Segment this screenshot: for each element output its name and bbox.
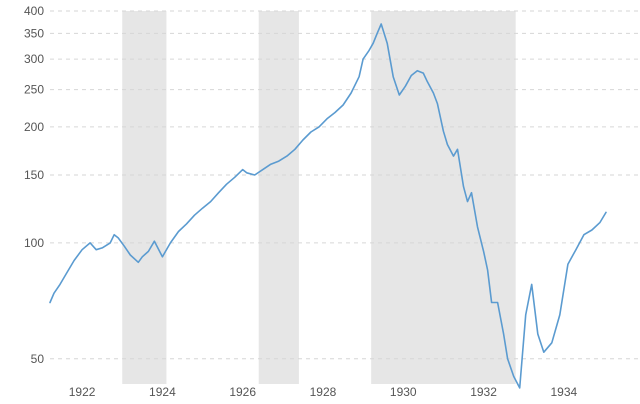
x-axis-tick-labels: 1922 1924 1926 1928 1930 1932 1934 (69, 385, 578, 399)
y-tick-label: 150 (24, 168, 44, 182)
x-tick-label: 1922 (69, 385, 96, 399)
recession-bands (122, 11, 516, 384)
x-tick-label: 1930 (390, 385, 417, 399)
y-tick-label: 200 (24, 120, 44, 134)
y-tick-label: 350 (24, 26, 44, 40)
y-axis-tick-labels: 50 100 150 200 250 300 350 400 (24, 4, 44, 366)
x-tick-label: 1932 (470, 385, 497, 399)
series-group (49, 23, 607, 389)
y-tick-label: 400 (24, 4, 44, 18)
y-tick-label: 50 (31, 352, 45, 366)
x-tick-label: 1924 (149, 385, 176, 399)
y-tick-label: 250 (24, 83, 44, 97)
x-tick-label: 1928 (310, 385, 337, 399)
recession-band-3 (371, 11, 516, 384)
recession-band-2 (258, 11, 299, 384)
x-tick-label: 1934 (550, 385, 577, 399)
gridlines (50, 10, 640, 360)
y-tick-label: 300 (24, 52, 44, 66)
x-tick-label: 1926 (229, 385, 256, 399)
y-tick-label: 100 (24, 236, 44, 250)
series-line-1 (49, 23, 607, 389)
recession-band-1 (122, 11, 167, 384)
